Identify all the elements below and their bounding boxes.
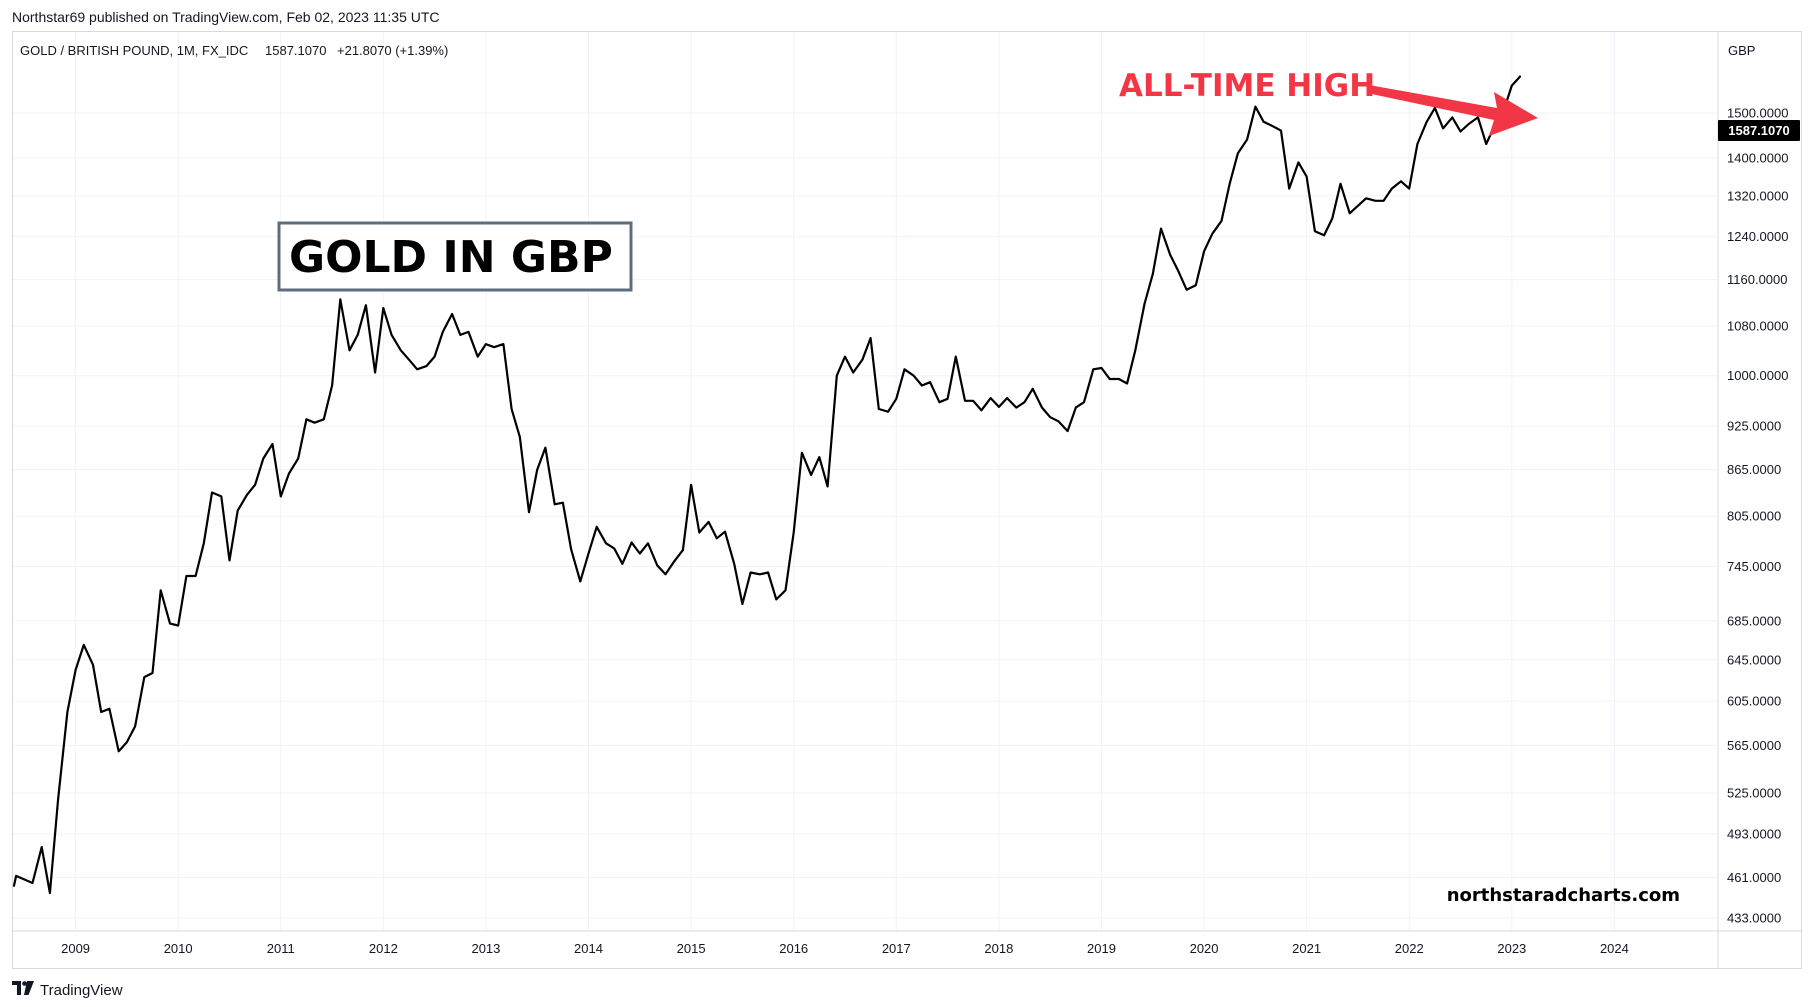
x-tick-label: 2020 <box>1190 941 1219 956</box>
grid-lines <box>13 32 1717 930</box>
y-tick-label: 1000.0000 <box>1727 368 1788 383</box>
y-tick-label: 865.0000 <box>1727 462 1781 477</box>
y-axis-ticks: 433.0000 461.0000 493.0000 525.0000 565.0000… <box>1727 106 1788 926</box>
publisher-line: Northstar69 published on TradingView.com… <box>12 9 440 25</box>
x-tick-label: 2023 <box>1497 941 1526 956</box>
x-tick-label: 2014 <box>574 941 603 956</box>
currency-label: GBP <box>1728 43 1755 58</box>
y-tick-label: 565.0000 <box>1727 738 1781 753</box>
y-tick-label: 925.0000 <box>1727 419 1781 434</box>
symbol-change: +21.8070 (+1.39%) <box>337 43 448 58</box>
y-tick-label: 461.0000 <box>1727 870 1781 885</box>
y-tick-label: 805.0000 <box>1727 509 1781 524</box>
x-axis-ticks: 2009 2010 2011 2012 2013 2014 2015 2016 2017 2018… <box>61 941 1629 956</box>
annotation-arrow-icon <box>1367 85 1538 136</box>
x-tick-label: 2024 <box>1600 941 1629 956</box>
last-price-tag <box>1718 120 1800 141</box>
y-tick-label: 1400.0000 <box>1727 150 1788 165</box>
y-tick-label: 745.0000 <box>1727 559 1781 574</box>
annotation-all-time-high: ALL-TIME HIGH <box>1119 68 1375 104</box>
y-tick-label: 1320.0000 <box>1727 188 1788 203</box>
x-tick-label: 2011 <box>267 941 295 956</box>
footer-brand[interactable]: TradingView <box>12 980 123 1000</box>
watermark: northstaradcharts.com <box>1447 885 1680 906</box>
chart-frame <box>12 31 1802 969</box>
y-tick-label: 685.0000 <box>1727 613 1781 628</box>
y-tick-label: 605.0000 <box>1727 694 1781 709</box>
y-tick-label: 493.0000 <box>1727 826 1781 841</box>
y-tick-label: 1500.0000 <box>1727 106 1788 121</box>
y-tick-label: 433.0000 <box>1727 910 1781 925</box>
y-tick-label: 1240.0000 <box>1727 229 1788 244</box>
x-tick-label: 2010 <box>164 941 193 956</box>
x-tick-label: 2017 <box>882 941 911 956</box>
x-tick-label: 2019 <box>1087 941 1116 956</box>
x-tick-label: 2021 <box>1292 941 1321 956</box>
x-tick-label: 2013 <box>471 941 500 956</box>
footer-brand-label: TradingView <box>40 981 123 999</box>
x-tick-label: 2009 <box>61 941 90 956</box>
y-tick-label: 1160.0000 <box>1727 272 1788 287</box>
x-tick-label: 2018 <box>984 941 1013 956</box>
symbol-last-price: 1587.1070 <box>265 43 326 58</box>
symbol-name: GOLD / BRITISH POUND, 1M, FX_IDC <box>20 43 248 58</box>
last-price-tag-text: 1587.1070 <box>1728 123 1789 138</box>
x-tick-label: 2012 <box>369 941 398 956</box>
y-tick-label: 525.0000 <box>1727 786 1781 801</box>
tradingview-logo-icon <box>12 981 34 999</box>
title-box <box>277 221 633 292</box>
x-tick-label: 2015 <box>677 941 706 956</box>
x-tick-label: 2022 <box>1395 941 1424 956</box>
chart-title: GOLD IN GBP <box>289 232 613 283</box>
y-tick-label: 645.0000 <box>1727 652 1781 667</box>
x-tick-label: 2016 <box>779 941 808 956</box>
series-line-gold-gbp <box>12 75 1522 895</box>
y-tick-label: 1080.0000 <box>1727 318 1788 333</box>
